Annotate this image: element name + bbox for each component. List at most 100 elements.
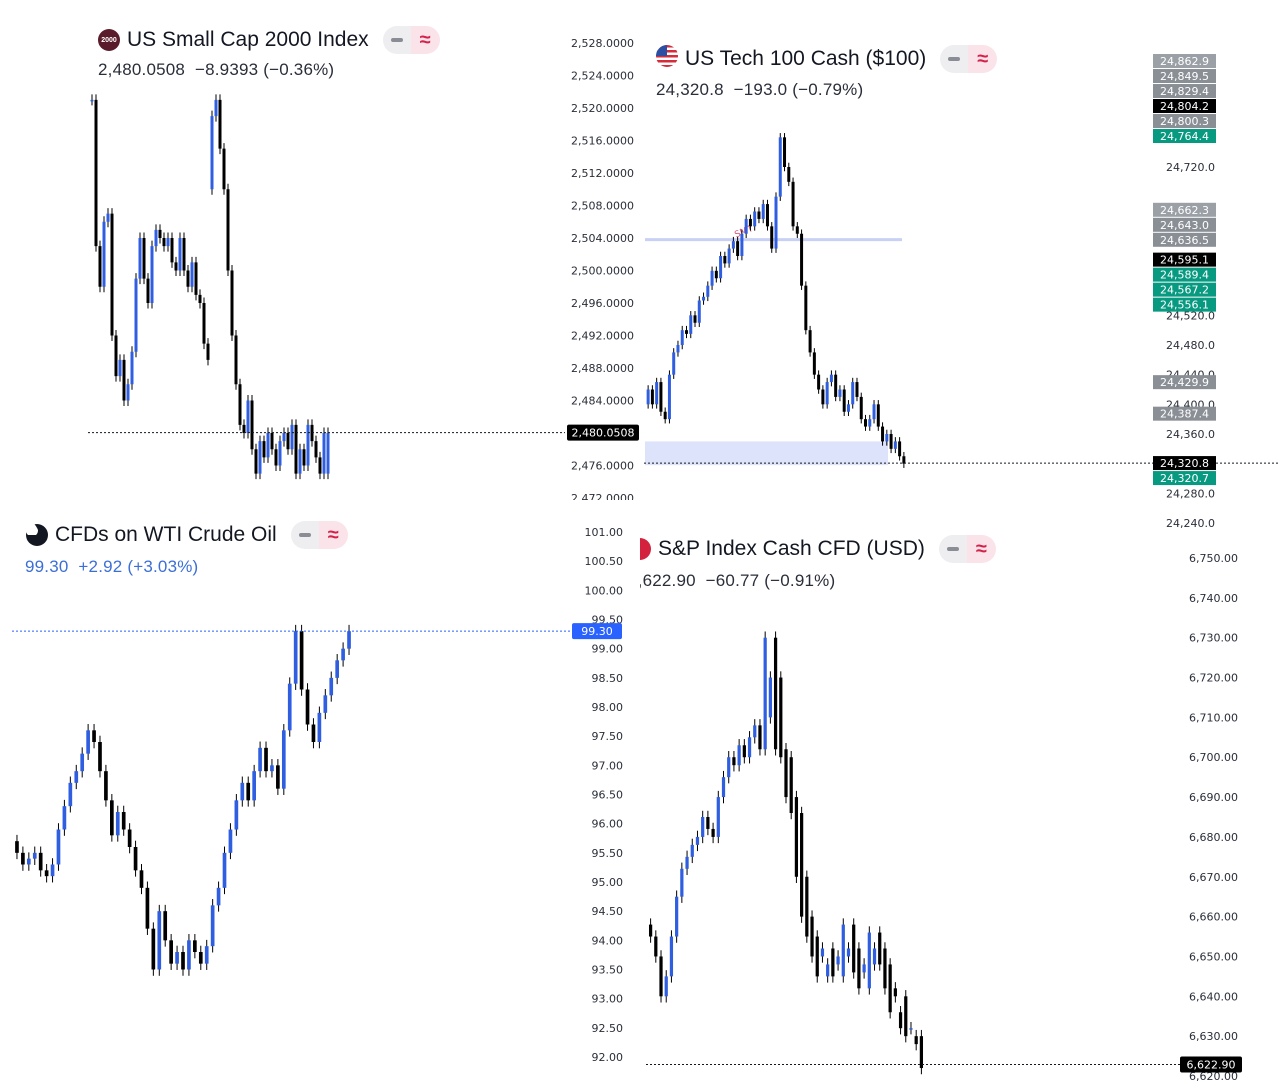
candle: [787, 162, 791, 187]
candle: [293, 624, 298, 690]
approx-icon[interactable]: ≈: [966, 535, 996, 563]
candle: [138, 232, 142, 285]
candle: [768, 671, 772, 724]
candle: [727, 244, 731, 268]
price-tag-label: 24,636.5: [1160, 234, 1209, 247]
candle: [909, 1021, 913, 1035]
y-tick-label: 97.00: [592, 759, 624, 772]
price-tag-label: 24,862.9: [1160, 55, 1209, 68]
collapse-button[interactable]: [290, 521, 319, 549]
candle: [322, 427, 326, 480]
symbol-title-rut[interactable]: US Small Cap 2000 Index: [127, 28, 369, 51]
candle: [740, 229, 744, 261]
candle: [163, 904, 168, 947]
collapse-button[interactable]: [382, 26, 411, 54]
candle: [182, 232, 186, 276]
candle: [216, 881, 221, 912]
candle: [169, 934, 173, 970]
candle: [744, 214, 748, 239]
price-tag-label: 24,556.1: [1160, 299, 1209, 312]
symbol-title-ndx[interactable]: US Tech 100 Cash ($100): [685, 47, 927, 70]
y-tick-label: 6,720.00: [1189, 672, 1238, 685]
candle: [846, 942, 851, 963]
price-tag-label: 24,595.1: [1160, 254, 1209, 267]
minus-icon: [946, 547, 959, 551]
rut-last: 2,480.0508: [98, 60, 186, 79]
candle: [175, 945, 179, 970]
candle: [150, 240, 154, 309]
last-price-tag-label: 99.30: [581, 625, 613, 638]
rut-change: −8.9393: [194, 60, 259, 79]
candle: [889, 429, 893, 454]
price-tag-label: 24,800.3: [1160, 115, 1209, 128]
candle: [758, 719, 762, 756]
collapse-button[interactable]: [940, 45, 969, 73]
candle: [162, 232, 166, 252]
candle: [222, 143, 226, 195]
candle: [74, 764, 79, 790]
price-tag-label: 24,320.7: [1160, 472, 1209, 485]
candle: [829, 370, 833, 387]
candle: [302, 443, 306, 471]
y-tick-label: 2,488.0000: [571, 362, 634, 375]
approx-icon[interactable]: ≈: [318, 521, 348, 549]
wti-change: +2.92: [78, 557, 123, 576]
approx-icon[interactable]: ≈: [410, 26, 440, 54]
collapse-button[interactable]: [938, 535, 967, 563]
rut-quote: 2,480.0508 −8.9393 (−0.36%): [98, 60, 334, 80]
candle: [838, 385, 842, 402]
candle: [110, 208, 114, 341]
candle: [121, 805, 126, 836]
y-tick-label: 94.50: [592, 905, 624, 918]
candle: [62, 799, 67, 836]
symbol-title-wti[interactable]: CFDs on WTI Crude Oil: [55, 523, 277, 546]
panel-wti: 101.00 100.50 100.00 99.50 99.00 98.50 98.00 97…: [0, 512, 640, 1082]
candle: [727, 751, 731, 784]
candle: [821, 385, 825, 409]
price-tag: [1153, 267, 1216, 282]
candle: [314, 435, 318, 463]
symbol-header-rut: 2000 US Small Cap 2000 Index ≈: [98, 26, 440, 54]
candle: [56, 823, 61, 871]
spx-change-pct: (−0.91%): [764, 571, 836, 590]
candle: [26, 852, 31, 871]
y-tick-label: 2,472.0000: [571, 492, 634, 500]
candle: [298, 443, 302, 480]
candle: [761, 199, 765, 224]
candle: [710, 266, 714, 290]
candle: [893, 982, 897, 1003]
y-tick-label: 93.50: [592, 964, 624, 977]
candle: [190, 256, 194, 293]
y-tick-label: 95.00: [592, 876, 624, 889]
y-tick-label: 2,516.0000: [571, 135, 634, 148]
candle: [731, 236, 735, 253]
symbol-title-spx[interactable]: S&P Index Cash CFD (USD): [658, 537, 925, 560]
wti-change-pct: (+3.03%): [127, 557, 199, 576]
y-tick-label: 6,680.00: [1189, 831, 1238, 844]
candle: [44, 864, 49, 883]
candle: [274, 443, 278, 471]
approx-icon[interactable]: ≈: [968, 45, 998, 73]
candle: [187, 934, 191, 976]
candle: [122, 354, 126, 406]
candle: [86, 724, 90, 760]
y-tick-label: 100.50: [585, 555, 624, 568]
candle: [650, 385, 654, 409]
panel-ndx: 24,720.024,520.024,480.024,440.024,400.0…: [640, 0, 1280, 530]
candle: [842, 385, 846, 417]
candle: [80, 747, 85, 778]
candle: [258, 741, 262, 778]
candle: [210, 110, 214, 195]
price-tag-label: 24,829.4: [1160, 85, 1209, 98]
y-tick-label: 99.00: [592, 643, 624, 656]
y-tick-label: 6,620.00: [1189, 1070, 1238, 1082]
candle: [898, 437, 902, 461]
candle: [264, 741, 268, 778]
price-tag: [1153, 282, 1216, 297]
candle: [648, 918, 653, 943]
candle: [142, 232, 146, 285]
candle: [130, 346, 134, 390]
candle: [702, 292, 706, 305]
candle: [146, 273, 150, 309]
candle: [154, 224, 158, 252]
